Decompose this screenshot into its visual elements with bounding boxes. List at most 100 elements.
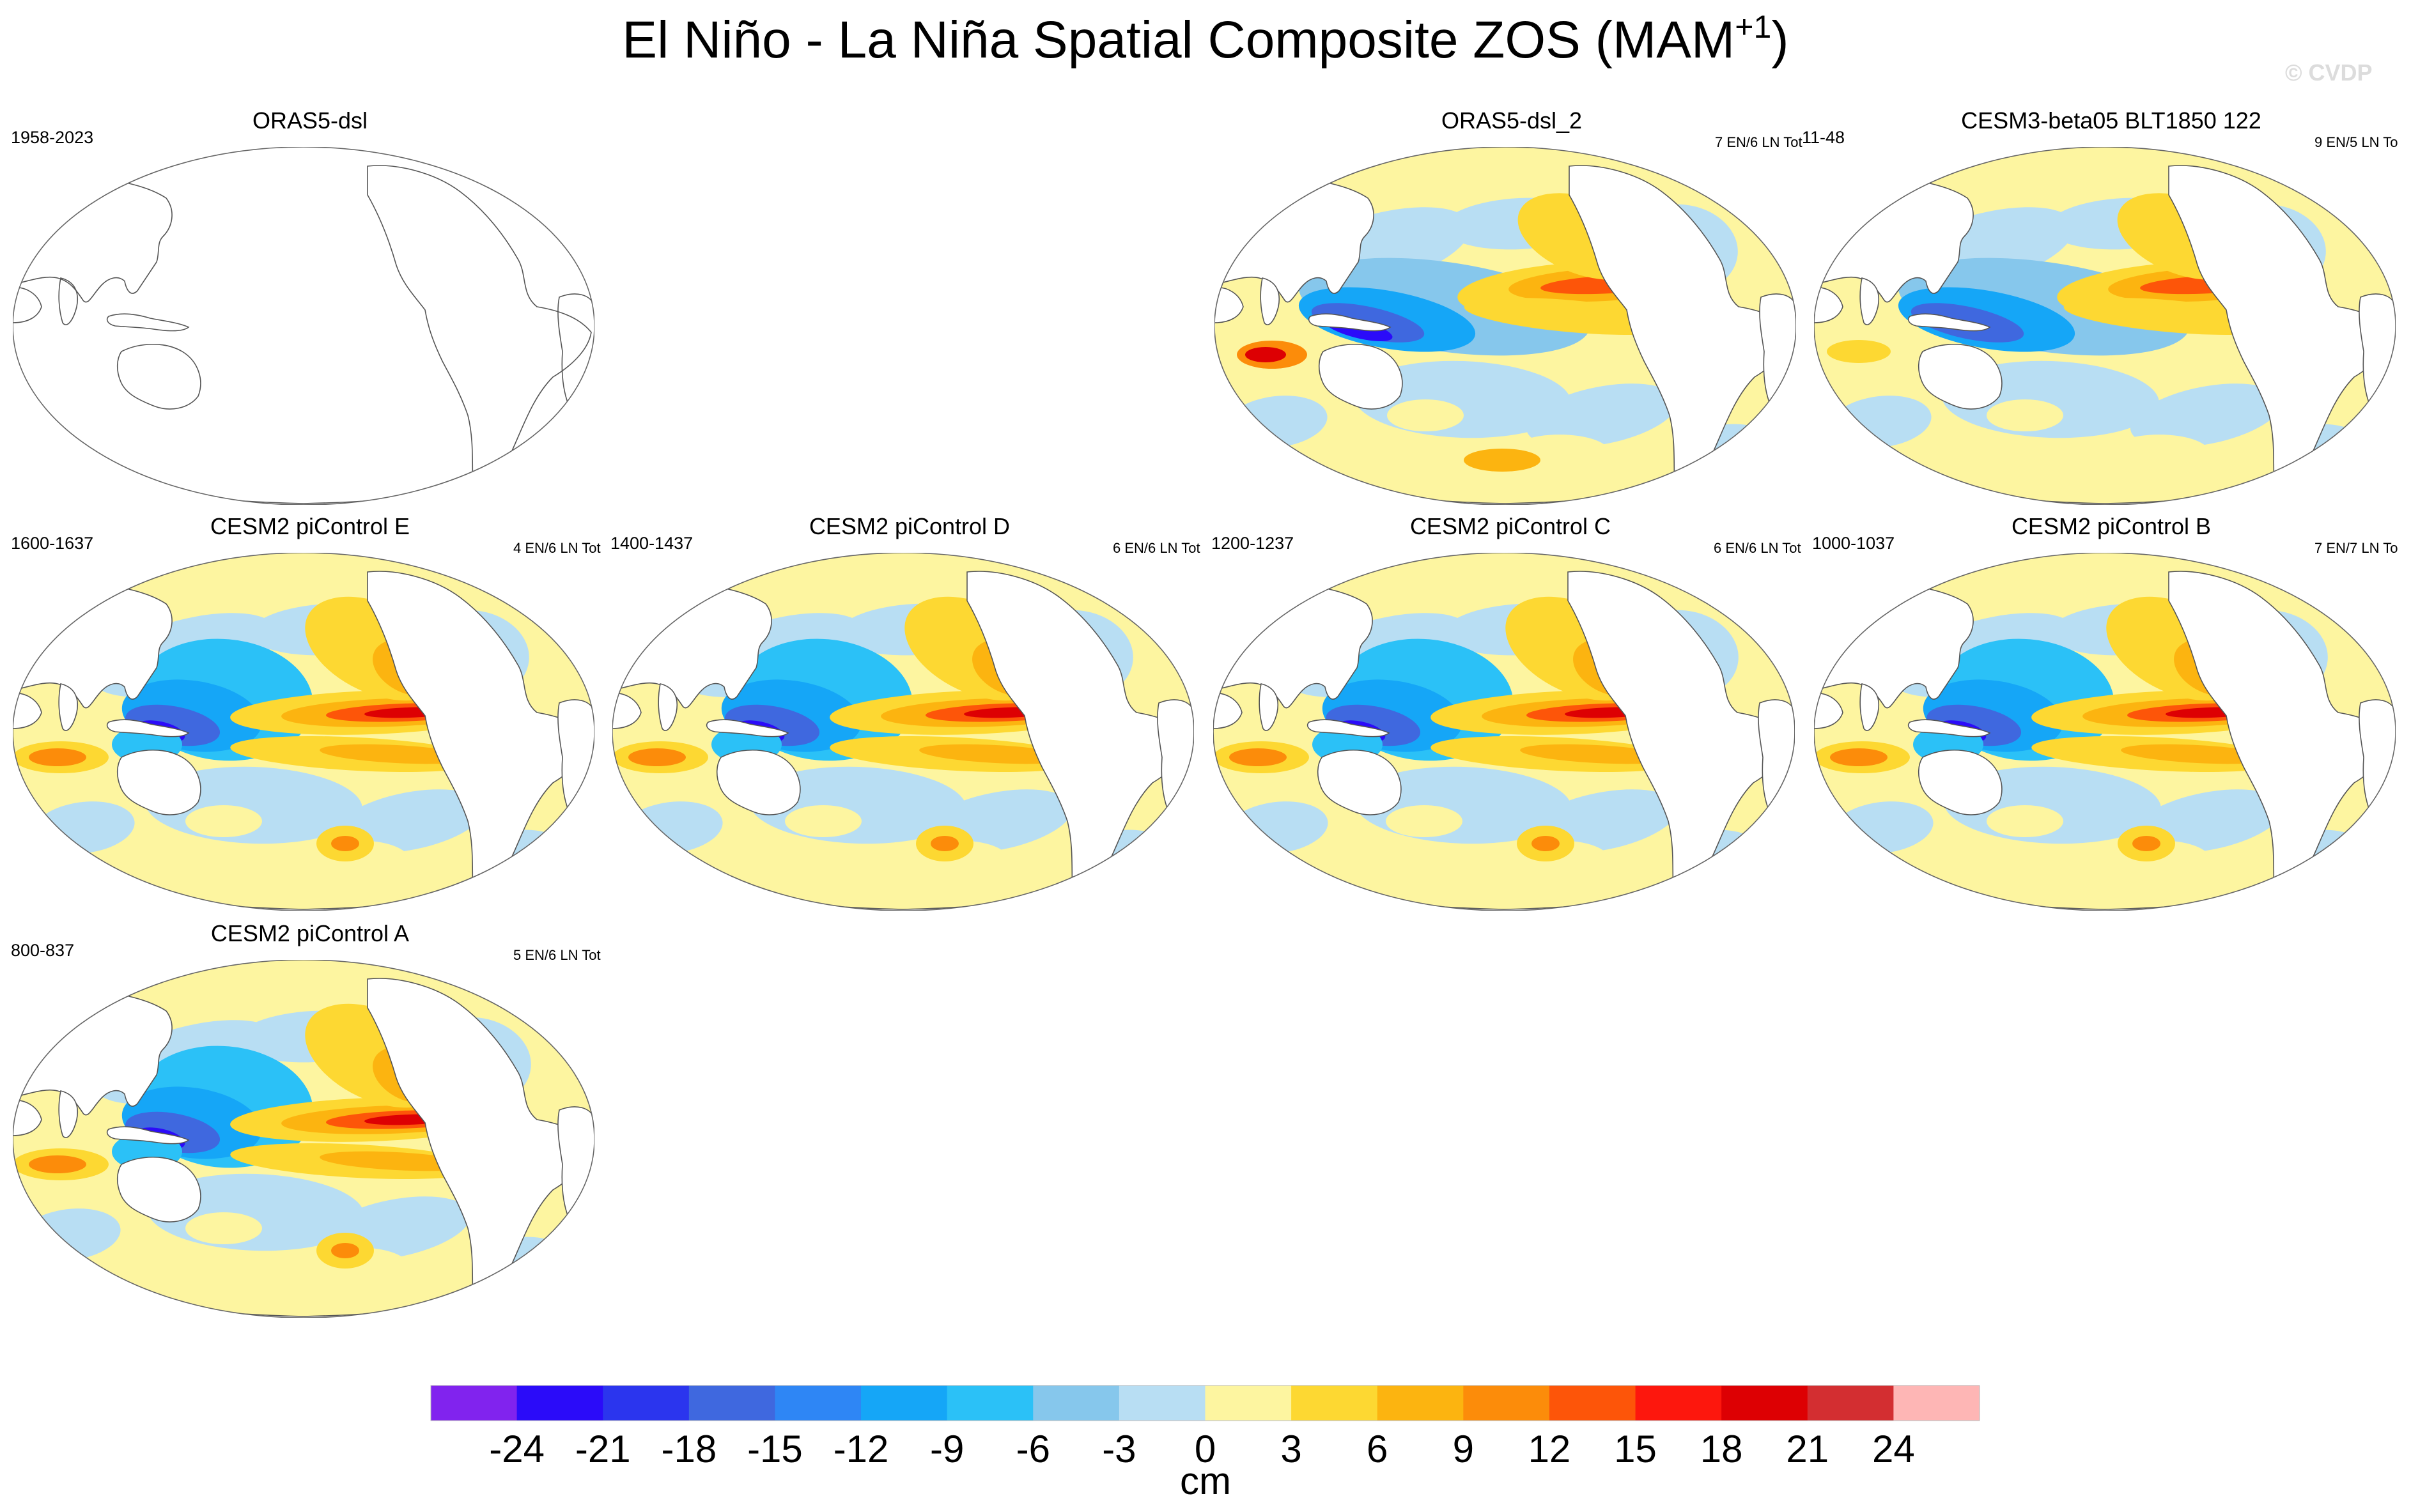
land-arabia [1814, 693, 1843, 729]
panel-years-label: 1000-1037 [1812, 534, 1895, 553]
ocean-anomaly-field [931, 836, 959, 851]
land-india [1260, 277, 1280, 325]
land-arabia [13, 693, 42, 729]
ocean-anomaly-field [1987, 805, 2063, 837]
ocean-anomaly-field [1387, 399, 1464, 431]
panel-years-label: 800-837 [11, 941, 75, 960]
colorbar-swatch [1463, 1385, 1550, 1421]
land-australia [1918, 750, 2003, 815]
ocean-anomaly-field [2063, 298, 2281, 335]
ocean-anomaly-field [785, 805, 862, 837]
panel-years-label: 1200-1237 [1211, 534, 1294, 553]
colorbar-tick-label: 6 [1367, 1428, 1388, 1470]
colorbar-swatch [861, 1385, 948, 1421]
ocean-anomaly-field [185, 805, 262, 837]
land-india [1259, 683, 1278, 731]
colorbar-tick-label: 3 [1280, 1428, 1301, 1470]
colorbar-tick-label: -18 [661, 1428, 717, 1470]
colorbar-swatch [1119, 1385, 1206, 1421]
colorbar-tick-label: -3 [1102, 1428, 1136, 1470]
map-panel-cesmE: CESM2 piControl E 1600-1637 4 EN/6 LN Tot [11, 513, 607, 930]
land-india [658, 683, 678, 731]
colorbar-tick-label: -6 [1016, 1428, 1050, 1470]
ocean-anomaly-field [29, 1155, 86, 1173]
land-india [58, 683, 78, 731]
land-indonesia [1907, 719, 1991, 737]
panel-event-count: 6 EN/6 LN Tot [1113, 540, 1200, 556]
land-australia [116, 750, 201, 815]
colorbar-swatch [947, 1385, 1034, 1421]
map-field [1214, 147, 1796, 505]
panel-title: CESM2 piControl A [210, 920, 410, 946]
colorbar-tick-label: -12 [833, 1428, 889, 1470]
ocean-anomaly-field [331, 1243, 359, 1258]
ocean-anomaly-field [1531, 836, 1560, 851]
map-field [13, 147, 594, 505]
land-indonesia [1306, 719, 1390, 737]
land-india [58, 1090, 78, 1138]
map-panel-orasdsl: ORAS5-dsl 1958-2023 [11, 107, 607, 524]
map-panel-cesmB: CESM2 piControl B 1000-1037 7 EN/7 LN To [1812, 513, 2408, 930]
ocean-anomaly-field [1987, 399, 2063, 431]
colorbar-tick-label: -15 [747, 1428, 803, 1470]
land-australia [1317, 750, 1402, 815]
map-orasdsl [13, 147, 594, 505]
figure-title: El Niño - La Niña Spatial Composite ZOS … [622, 9, 1789, 69]
colorbar-tick-label: 24 [1872, 1428, 1915, 1470]
map-panel-oras2: ORAS5-dsl_2 7 EN/6 LN Tot 11-48 [1214, 107, 1845, 524]
colorbar-tick-label: 18 [1700, 1428, 1743, 1470]
panel-event-count: 7 EN/7 LN To [2314, 540, 2398, 556]
panel-years-label: 11-48 [1802, 128, 1845, 147]
ocean-anomaly-field [628, 748, 686, 766]
ocean-anomaly-field [331, 836, 359, 851]
coastline [106, 313, 190, 332]
colorbar-swatch [1377, 1385, 1464, 1421]
map-panel-cesm3: CESM3-beta05 BLT1850 122 9 EN/5 LN To [1814, 107, 2408, 524]
colorbar-tick-label: 15 [1614, 1428, 1657, 1470]
map-cesmE [13, 553, 594, 911]
panel-title: CESM2 piControl C [1409, 513, 1611, 539]
land-australia [1918, 344, 2003, 410]
map-field [13, 553, 594, 911]
map-panel-cesmD: CESM2 piControl D 1400-1437 6 EN/6 LN Tot [610, 513, 1207, 930]
coastline [13, 287, 42, 323]
colorbar-swatch [431, 1385, 518, 1421]
colorbar-swatch [603, 1385, 690, 1421]
cvdp-watermark: © CVDP [2285, 59, 2373, 86]
ocean-anomaly-field [1229, 748, 1287, 766]
panel-event-count: 4 EN/6 LN Tot [513, 540, 601, 556]
colorbar-swatch [1721, 1385, 1808, 1421]
map-field [13, 960, 594, 1318]
land-arabia [1213, 693, 1243, 729]
colorbar-tick-label: 0 [1195, 1428, 1216, 1470]
colorbar-tick-label: -21 [575, 1428, 631, 1470]
land-indonesia [706, 719, 789, 737]
panel-event-count: 6 EN/6 LN Tot [1714, 540, 1801, 556]
map-panel-cesmC: CESM2 piControl C 1200-1237 6 EN/6 LN Tot [1211, 513, 1808, 930]
panel-title: ORAS5-dsl [252, 107, 368, 134]
ocean-anomaly-field [2132, 836, 2160, 851]
map-field [1814, 553, 2396, 911]
land-india [1859, 277, 1879, 325]
ocean-anomaly-field [1827, 340, 1891, 363]
ocean-anomaly-field [29, 748, 86, 766]
map-cesm3 [1814, 147, 2396, 505]
colorbar-swatch [1549, 1385, 1636, 1421]
colorbar-swatch [1807, 1385, 1894, 1421]
ocean-base-field [13, 147, 594, 505]
colorbar-swatch [1893, 1385, 1980, 1421]
panel-event-count: 5 EN/6 LN Tot [513, 947, 601, 963]
colorbar-swatch [688, 1385, 775, 1421]
land-arabia [13, 1100, 42, 1136]
land-indonesia [106, 719, 190, 737]
panel-title: CESM2 piControl E [210, 513, 410, 539]
map-cesmA [13, 960, 594, 1318]
colorbar-tick-label: -9 [930, 1428, 964, 1470]
ocean-anomaly-field [1464, 298, 1681, 335]
map-field [1213, 553, 1795, 911]
map-field [612, 553, 1194, 911]
map-field [1814, 147, 2396, 505]
ocean-anomaly-field [2108, 435, 2210, 473]
map-cesmD [612, 553, 1194, 911]
panel-years-label: 1400-1437 [610, 534, 694, 553]
